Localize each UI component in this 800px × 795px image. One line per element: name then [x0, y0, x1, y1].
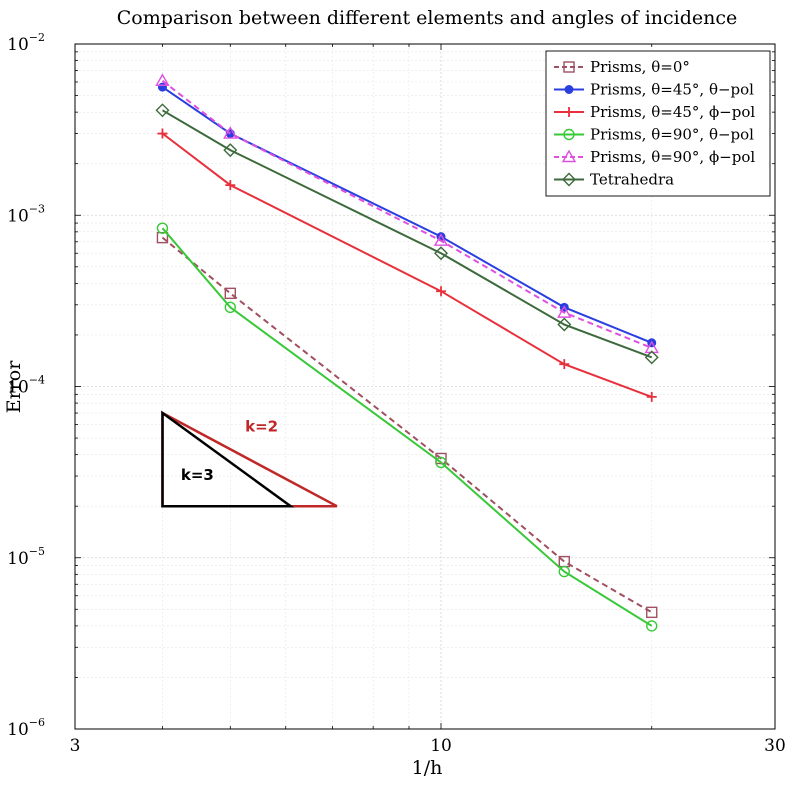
data-point — [225, 180, 236, 191]
data-point — [558, 565, 570, 578]
x-tick-label: 30 — [764, 736, 786, 756]
axis-ticks: 3 10 30 10−6 10−5 10−4 10−3 10−2 — [7, 31, 786, 756]
slope-triangle — [161, 410, 295, 508]
data-point — [646, 606, 658, 619]
legend-label: Prisms, θ=45°, θ−pol — [590, 81, 754, 99]
y-axis-label: Error — [3, 360, 25, 413]
y-tick-label: 10−2 — [7, 31, 45, 55]
x-axis-label: 1/h — [412, 757, 443, 779]
legend-label: Prisms, θ=90°, θ−pol — [590, 126, 754, 144]
legend-box — [545, 50, 771, 197]
data-point — [155, 103, 170, 118]
slope-triangles: k=2 k=3 — [161, 410, 338, 508]
data-point — [156, 222, 169, 234]
data-point — [559, 359, 570, 370]
data-point — [436, 286, 447, 297]
y-tick-label: 10−4 — [7, 374, 45, 398]
data-point — [223, 143, 238, 158]
series-line — [161, 236, 653, 614]
legend-entry: Prisms, θ=45°, ϕ−pol — [554, 103, 755, 121]
slope-label-k3: k=3 — [181, 466, 214, 484]
data-point — [224, 301, 236, 314]
legend-label: Prisms, θ=0° — [590, 58, 690, 76]
chart-title: Comparison between different elements an… — [117, 7, 738, 29]
y-tick-label: 10−5 — [7, 545, 45, 569]
data-point — [557, 305, 572, 318]
data-point — [646, 391, 657, 402]
legend-entry: Prisms, θ=90°, θ−pol — [554, 126, 754, 144]
data-point — [157, 128, 168, 139]
data-point — [434, 246, 449, 261]
legend-entry: Tetrahedra — [554, 171, 674, 189]
data-point — [644, 350, 659, 365]
x-tick-label: 3 — [70, 736, 81, 756]
data-point — [563, 128, 575, 141]
data-point — [155, 73, 170, 86]
series-line — [161, 80, 653, 349]
slope-label-k2: k=2 — [245, 418, 278, 436]
legend-entry: Prisms, θ=45°, θ−pol — [554, 81, 754, 99]
y-tick-label: 10−3 — [7, 202, 45, 226]
series-layer — [155, 73, 659, 632]
data-point — [562, 172, 576, 187]
legend: Prisms, θ=0° Prisms, θ=45°, θ−pol Prisms, … — [545, 50, 771, 197]
data-point — [646, 620, 658, 632]
legend-entry: Prisms, θ=90°, ϕ−pol — [554, 148, 755, 166]
data-point — [433, 233, 449, 246]
series-5 — [155, 73, 659, 354]
series-line — [161, 227, 653, 627]
data-point — [223, 126, 238, 139]
data-point — [644, 340, 659, 354]
legend-label: Prisms, θ=90°, ϕ−pol — [590, 148, 755, 166]
legend-label: Prisms, θ=45°, ϕ−pol — [590, 103, 755, 121]
legend-entry: Prisms, θ=0° — [554, 58, 690, 76]
y-tick-label: 10−6 — [7, 716, 45, 740]
data-point — [561, 149, 577, 163]
legend-label: Tetrahedra — [590, 171, 674, 189]
data-point — [564, 85, 574, 94]
series-line — [161, 109, 653, 359]
series-6 — [155, 103, 659, 365]
data-point — [224, 287, 236, 300]
series-1 — [156, 231, 658, 619]
series-4 — [156, 222, 658, 632]
data-point — [564, 107, 574, 117]
series-3 — [157, 128, 657, 402]
data-point — [563, 61, 575, 73]
x-tick-label: 10 — [430, 736, 452, 756]
data-point — [557, 317, 572, 332]
data-point — [157, 82, 167, 92]
data-point — [435, 456, 447, 469]
